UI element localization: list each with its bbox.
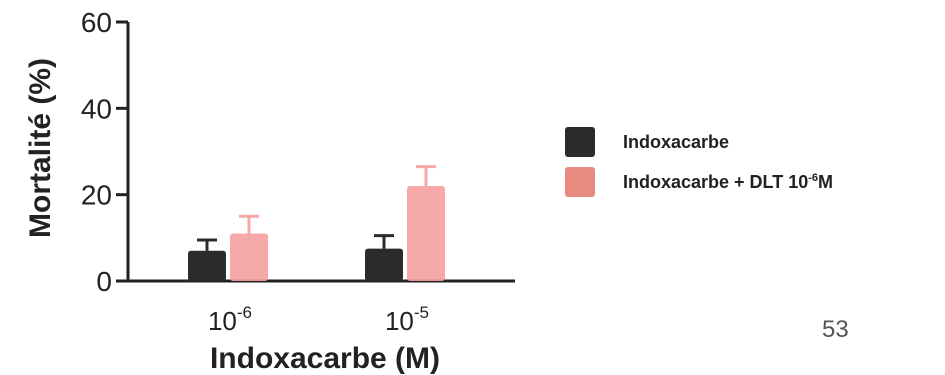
legend-label-indoxacarbe-dlt: Indoxacarbe + DLT 10-6M [623, 172, 833, 193]
legend-label-indoxacarbe: Indoxacarbe [623, 131, 730, 152]
bar [230, 233, 268, 281]
legend: Indoxacarbe Indoxacarbe + DLT 10-6M [565, 127, 833, 208]
y-tick-label: 20 [81, 180, 112, 211]
bar [188, 250, 226, 281]
legend-item-indoxacarbe: Indoxacarbe [565, 127, 833, 157]
bar [365, 248, 403, 281]
legend-label-text: Indoxacarbe + DLT 10 [623, 171, 809, 192]
y-tick-label: 0 [96, 266, 112, 297]
legend-item-indoxacarbe-dlt: Indoxacarbe + DLT 10-6M [565, 167, 833, 197]
legend-swatch-indoxacarbe-dlt [565, 167, 595, 197]
page-number: 53 [822, 316, 849, 343]
legend-label-exponent: -6 [808, 171, 819, 184]
y-tick-label: 60 [81, 7, 112, 38]
legend-swatch-indoxacarbe [565, 127, 595, 157]
y-axis-label: Mortalité (%) [24, 58, 57, 238]
y-tick-label: 40 [81, 93, 112, 124]
legend-label-suffix: M [818, 171, 834, 192]
bar [407, 186, 445, 281]
x-tick-label: 10-6 [208, 303, 252, 336]
x-axis-label: Indoxacarbe (M) [210, 342, 440, 375]
x-tick-label: 10-5 [385, 303, 429, 336]
